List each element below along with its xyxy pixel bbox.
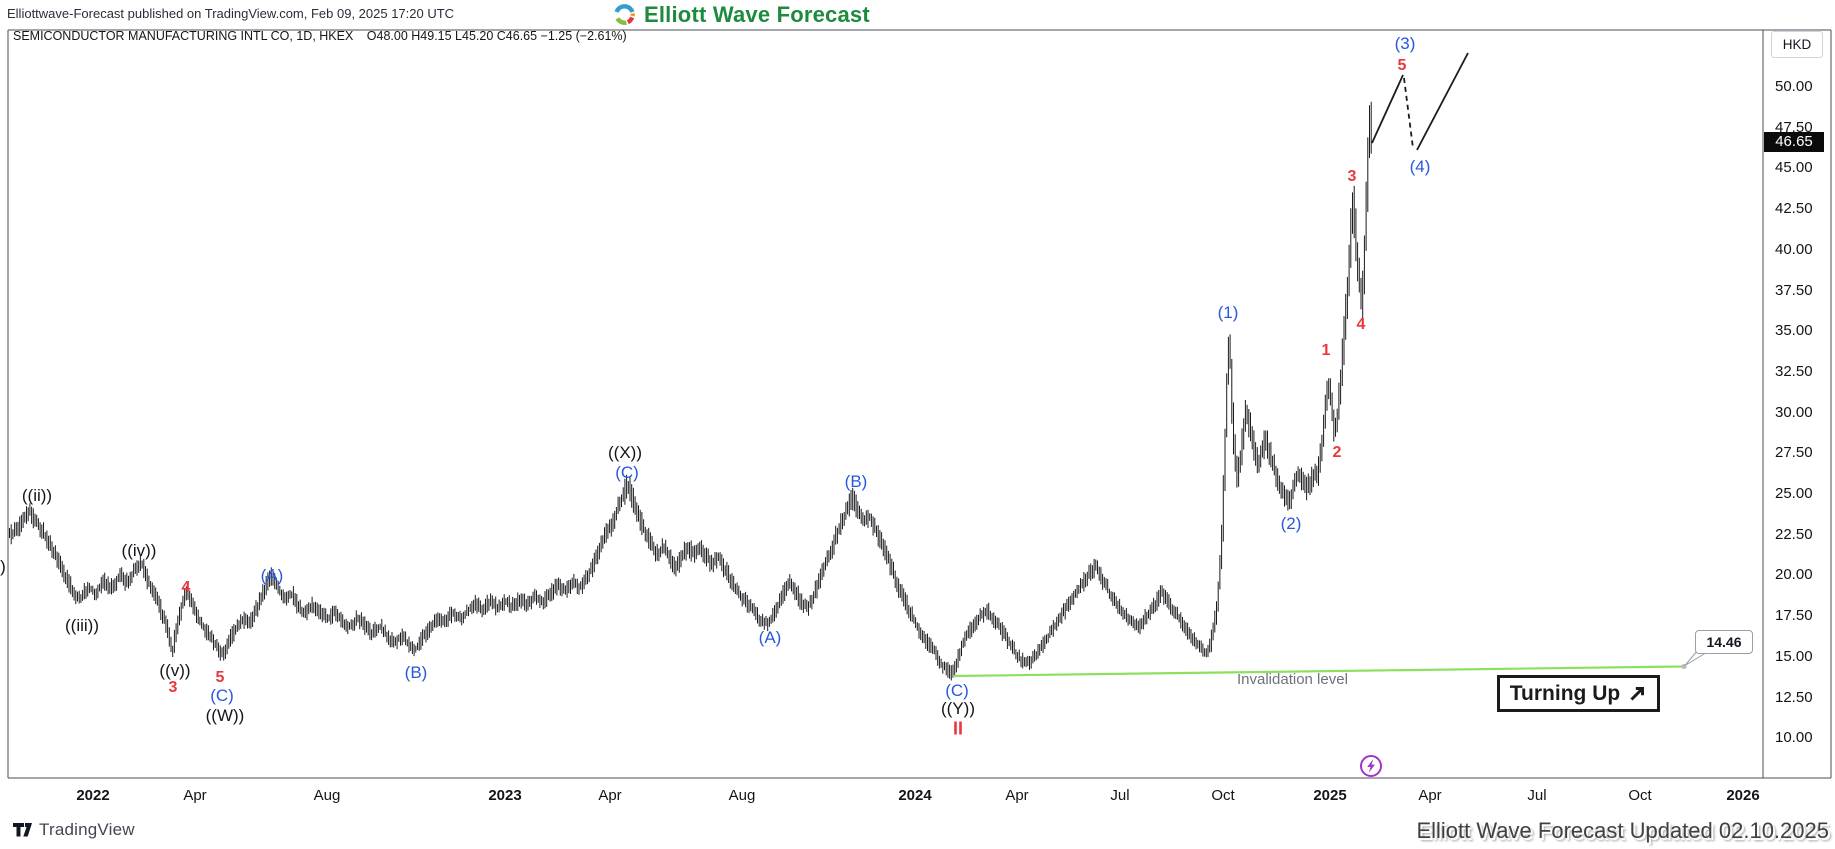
symbol-title: SEMICONDUCTOR MANUFACTURING INTL CO, 1D,… bbox=[13, 29, 354, 43]
wave-label: ((X)) bbox=[608, 443, 642, 462]
time-tick-label: Apr bbox=[598, 787, 622, 804]
wave-label: (A) bbox=[758, 628, 782, 647]
price-tick-label: 50.00 bbox=[1775, 78, 1813, 95]
price-tick-label: 17.50 bbox=[1775, 607, 1813, 625]
wave-label: 5 bbox=[215, 669, 225, 686]
wave-label: ((ii)) bbox=[21, 486, 53, 505]
time-tick-label: Jul bbox=[1110, 787, 1130, 804]
time-tick-label: Aug bbox=[313, 787, 341, 804]
wave-label: 5 bbox=[1397, 57, 1407, 74]
price-tick-label: 37.50 bbox=[1775, 281, 1813, 299]
price-tick-label: 40.00 bbox=[1775, 240, 1813, 258]
wave-label: (2) bbox=[1280, 514, 1302, 533]
time-tick-label: Oct bbox=[1628, 787, 1652, 804]
wave-label: 4 bbox=[1356, 316, 1366, 333]
forecast-projection-line[interactable] bbox=[1371, 74, 1404, 144]
time-tick-label: Oct bbox=[1211, 787, 1235, 804]
price-tick-label: 47.50 bbox=[1775, 118, 1813, 136]
wave-label: ) bbox=[0, 557, 6, 576]
time-tick-label: 2024 bbox=[898, 787, 932, 804]
wave-label: 1 bbox=[1321, 342, 1331, 359]
currency-badge: HKD bbox=[1771, 31, 1823, 58]
time-tick-label: Apr bbox=[1005, 787, 1029, 804]
time-tick-label: 2026 bbox=[1726, 787, 1760, 804]
symbol-header[interactable]: SEMICONDUCTOR MANUFACTURING INTL CO, 1D,… bbox=[13, 29, 627, 43]
wave-label: (C) bbox=[615, 463, 639, 482]
lightning-bolt-icon bbox=[1367, 759, 1375, 773]
tradingview-attribution[interactable]: TradingView bbox=[13, 820, 135, 840]
last-price-badge: 46.65 bbox=[1764, 131, 1824, 152]
price-bar-series bbox=[9, 101, 1372, 681]
brand-name: Elliott Wave Forecast bbox=[644, 1, 870, 27]
invalidation-trendline[interactable] bbox=[952, 665, 1683, 678]
time-tick-label: Aug bbox=[728, 787, 756, 804]
price-tick-label: 35.00 bbox=[1775, 322, 1813, 340]
arrow-up-right-icon bbox=[1630, 687, 1645, 701]
wave-label: (C) bbox=[210, 686, 234, 705]
turning-up-label: Turning Up bbox=[1509, 681, 1621, 705]
tradingview-logo-icon bbox=[13, 823, 32, 837]
invalidation-level-label: Invalidation level bbox=[1237, 671, 1348, 688]
forecast-projection-line[interactable] bbox=[1416, 52, 1469, 151]
price-tick-label: 25.00 bbox=[1775, 485, 1813, 502]
wave-label: (4) bbox=[1409, 157, 1431, 176]
price-tick-label: 10.00 bbox=[1775, 729, 1813, 747]
time-tick-label: 2025 bbox=[1313, 787, 1347, 804]
ohlc-readout: O48.00 H49.15 L45.20 C46.65 −1.25 (−2.61… bbox=[366, 29, 627, 43]
wave-label: 2 bbox=[1332, 444, 1342, 461]
wave-label: ((Y)) bbox=[941, 699, 975, 718]
wave-label: ((W)) bbox=[205, 706, 245, 725]
invalidation-price-callout[interactable]: 14.46 bbox=[1695, 630, 1753, 654]
price-tick-label: 15.00 bbox=[1775, 647, 1813, 665]
wave-label: ((iv)) bbox=[121, 541, 157, 560]
wave-label: (1) bbox=[1217, 303, 1239, 322]
elliott-wave-forecast-logo-icon bbox=[614, 4, 635, 25]
wave-label: (B) bbox=[404, 663, 428, 682]
update-attribution: Elliott Wave Forecast Updated 02.10.2025 bbox=[1416, 818, 1829, 843]
wave-label: (A) bbox=[260, 566, 284, 585]
turning-up-annotation[interactable]: Turning Up bbox=[1497, 675, 1660, 712]
wave-label: 3 bbox=[1347, 168, 1357, 185]
time-tick-label: Apr bbox=[183, 787, 207, 804]
wave-label: II bbox=[952, 718, 964, 739]
time-tick-label: 2023 bbox=[488, 787, 522, 804]
price-tick-label: 32.50 bbox=[1775, 362, 1813, 380]
price-tick-label: 20.00 bbox=[1775, 566, 1813, 584]
wave-label: 4 bbox=[181, 579, 191, 596]
time-tick-label: Apr bbox=[1418, 787, 1442, 804]
brand-logo[interactable]: Elliott Wave Forecast bbox=[612, 1, 870, 28]
wave-label: (3) bbox=[1394, 34, 1416, 53]
wave-label: ((iii)) bbox=[65, 616, 99, 635]
price-tick-label: 30.00 bbox=[1775, 403, 1813, 421]
price-tick-label: 12.50 bbox=[1775, 688, 1813, 706]
forecast-projection-line[interactable] bbox=[1403, 77, 1414, 149]
price-tick-label: 42.50 bbox=[1775, 200, 1813, 218]
time-tick-label: Jul bbox=[1527, 787, 1547, 804]
wave-label: (B) bbox=[844, 472, 868, 491]
time-tick-label: 2022 bbox=[76, 787, 110, 804]
price-tick-label: 27.50 bbox=[1775, 444, 1813, 462]
wave-label: (C) bbox=[945, 681, 969, 700]
wave-label: ((v)) bbox=[159, 661, 191, 680]
price-tick-label: 22.50 bbox=[1775, 525, 1813, 543]
publish-info: Elliottwave-Forecast published on Tradin… bbox=[7, 6, 455, 21]
wave-label: 3 bbox=[168, 679, 178, 696]
price-tick-label: 45.00 bbox=[1775, 159, 1813, 177]
tradingview-label: TradingView bbox=[39, 820, 135, 839]
